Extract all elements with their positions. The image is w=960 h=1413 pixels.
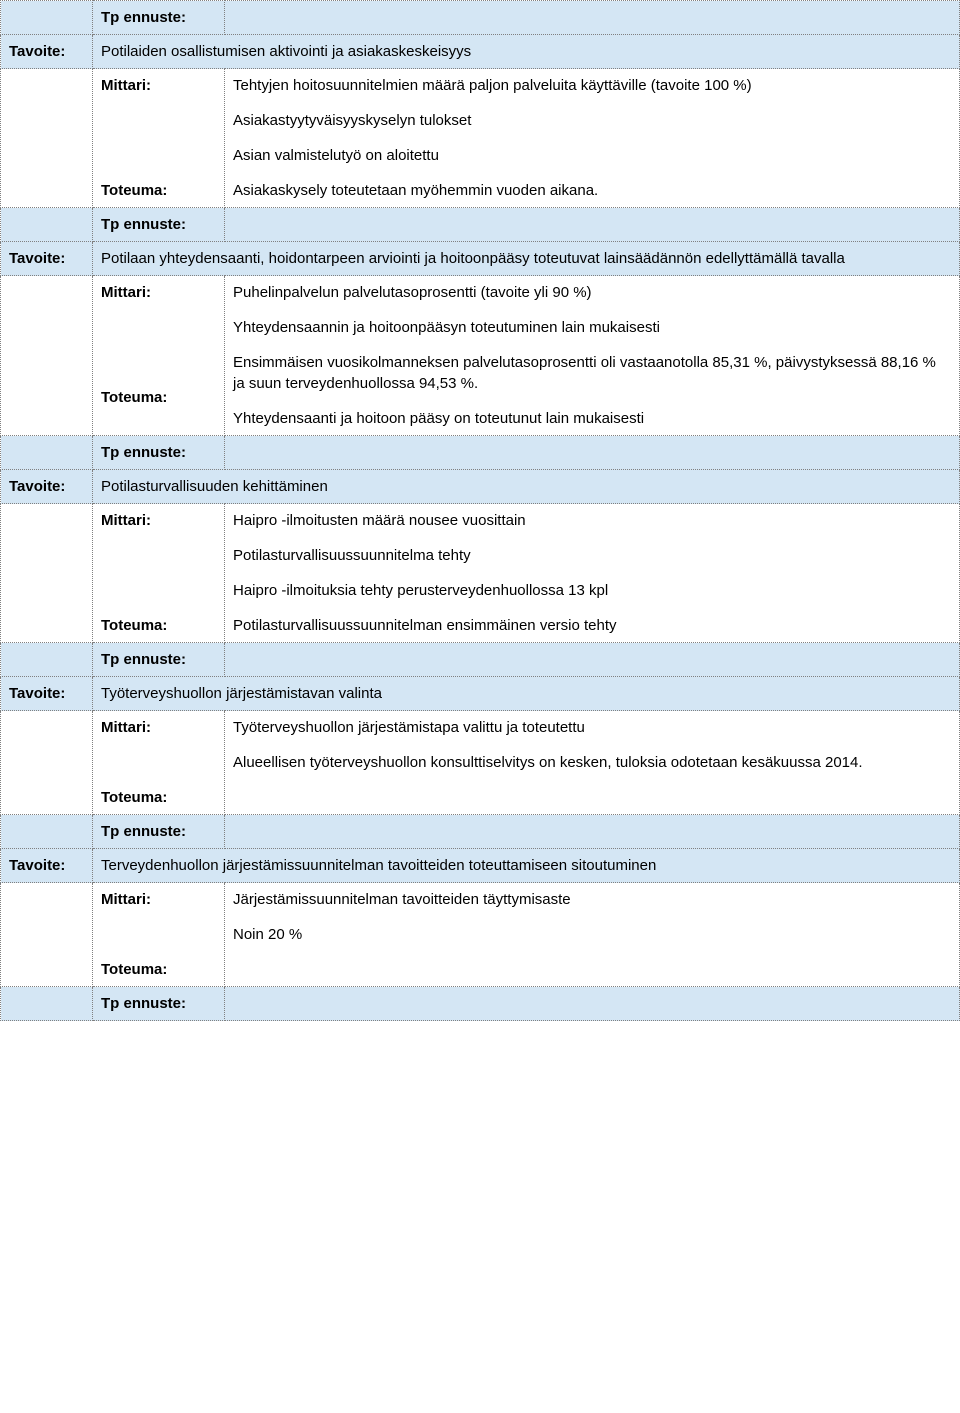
tavoite-row: Tavoite:Työterveyshuollon järjestämistav… <box>1 677 960 711</box>
detail-labels: Mittari: Toteuma: <box>93 883 225 987</box>
detail-row: Mittari: Toteuma: Tehtyjen hoitosuunnitel… <box>1 69 960 208</box>
tp-ennuste-value <box>225 1 960 35</box>
toteuma-text: Asiakaskysely toteutetaan myöhemmin vuod… <box>233 180 951 201</box>
empty-cell <box>1 987 93 1021</box>
empty-cell <box>1 643 93 677</box>
mittari-text: Järjestämissuunnitelman tavoitteiden täy… <box>233 889 951 910</box>
empty-cell <box>1 436 93 470</box>
tp-ennuste-value <box>225 208 960 242</box>
empty-cell <box>1 711 93 815</box>
empty-cell <box>1 815 93 849</box>
toteuma-label: Toteuma: <box>101 615 216 636</box>
toteuma-label: Toteuma: <box>101 387 216 408</box>
tp-ennuste-value <box>225 643 960 677</box>
detail-labels: Mittari: Toteuma: <box>93 276 225 436</box>
toteuma-text: Alueellisen työterveyshuollon konsulttis… <box>233 752 951 773</box>
tp-ennuste-row: Tp ennuste: <box>1 643 960 677</box>
spacer <box>101 580 216 601</box>
tavoite-label: Tavoite: <box>1 35 93 69</box>
mittari-label: Mittari: <box>101 889 216 910</box>
tp-ennuste-label: Tp ennuste: <box>93 815 225 849</box>
mittari-text: Tehtyjen hoitosuunnitelmien määrä paljon… <box>233 75 951 96</box>
mittari-text: Asiakastyytyväisyyskyselyn tulokset <box>233 110 951 131</box>
toteuma-label: Toteuma: <box>101 180 216 201</box>
empty-cell <box>1 883 93 987</box>
empty-cell <box>1 69 93 208</box>
detail-labels: Mittari: Toteuma: <box>93 711 225 815</box>
tp-ennuste-label: Tp ennuste: <box>93 436 225 470</box>
detail-content: Työterveyshuollon järjestämistapa valitt… <box>225 711 960 815</box>
spacer <box>101 145 216 166</box>
mittari-label: Mittari: <box>101 717 216 738</box>
spacer <box>101 317 216 338</box>
tp-ennuste-row: Tp ennuste: <box>1 436 960 470</box>
tavoite-label: Tavoite: <box>1 677 93 711</box>
detail-content: Puhelinpalvelun palvelutasoprosentti (ta… <box>225 276 960 436</box>
tavoite-label: Tavoite: <box>1 242 93 276</box>
mittari-text: Haipro -ilmoitusten määrä nousee vuositt… <box>233 510 951 531</box>
toteuma-text: Ensimmäisen vuosikolmanneksen palvelutas… <box>233 352 951 394</box>
tp-ennuste-label: Tp ennuste: <box>93 643 225 677</box>
empty-cell <box>1 1 93 35</box>
mittari-text: Potilasturvallisuussuunnitelma tehty <box>233 545 951 566</box>
toteuma-label: Toteuma: <box>101 787 216 808</box>
tp-ennuste-value <box>225 436 960 470</box>
empty-cell <box>1 504 93 643</box>
tavoite-text: Potilaiden osallistumisen aktivointi ja … <box>93 35 960 69</box>
empty-cell <box>1 276 93 436</box>
tavoite-text: Terveydenhuollon järjestämissuunnitelman… <box>93 849 960 883</box>
tavoite-text: Työterveyshuollon järjestämistavan valin… <box>93 677 960 711</box>
mittari-text: Yhteydensaannin ja hoitoonpääsyn toteutu… <box>233 317 951 338</box>
toteuma-text: Noin 20 % <box>233 924 951 945</box>
empty-cell <box>1 208 93 242</box>
toteuma-label: Toteuma: <box>101 959 216 980</box>
detail-row: Mittari: Toteuma: Puhelinpalvelun palvelu… <box>1 276 960 436</box>
toteuma-text: Haipro -ilmoituksia tehty perusterveyden… <box>233 580 951 601</box>
tp-ennuste-row: Tp ennuste: <box>1 1 960 35</box>
toteuma-text: Yhteydensaanti ja hoitoon pääsy on toteu… <box>233 408 951 429</box>
toteuma-text: Potilasturvallisuussuunnitelman ensimmäi… <box>233 615 951 636</box>
tavoite-text: Potilasturvallisuuden kehittäminen <box>93 470 960 504</box>
tavoite-row: Tavoite:Potilasturvallisuuden kehittämin… <box>1 470 960 504</box>
tp-ennuste-label: Tp ennuste: <box>93 1 225 35</box>
tp-ennuste-row: Tp ennuste: <box>1 208 960 242</box>
tavoite-row: Tavoite:Potilaan yhteydensaanti, hoidont… <box>1 242 960 276</box>
spacer <box>101 110 216 131</box>
detail-row: Mittari: Toteuma: Järjestämissuunnitelman… <box>1 883 960 987</box>
detail-content: Tehtyjen hoitosuunnitelmien määrä paljon… <box>225 69 960 208</box>
detail-labels: Mittari: Toteuma: <box>93 504 225 643</box>
tp-ennuste-row: Tp ennuste: <box>1 815 960 849</box>
tavoite-text: Potilaan yhteydensaanti, hoidontarpeen a… <box>93 242 960 276</box>
mittari-text: Työterveyshuollon järjestämistapa valitt… <box>233 717 951 738</box>
tp-ennuste-label: Tp ennuste: <box>93 987 225 1021</box>
tp-ennuste-row: Tp ennuste: <box>1 987 960 1021</box>
mittari-label: Mittari: <box>101 510 216 531</box>
detail-labels: Mittari: Toteuma: <box>93 69 225 208</box>
goals-table: Tp ennuste:Tavoite:Potilaiden osallistum… <box>0 0 960 1021</box>
tavoite-row: Tavoite:Potilaiden osallistumisen aktivo… <box>1 35 960 69</box>
spacer <box>101 924 216 945</box>
detail-content: Järjestämissuunnitelman tavoitteiden täy… <box>225 883 960 987</box>
mittari-label: Mittari: <box>101 75 216 96</box>
spacer <box>101 352 216 373</box>
mittari-text: Puhelinpalvelun palvelutasoprosentti (ta… <box>233 282 951 303</box>
spacer <box>101 545 216 566</box>
tavoite-row: Tavoite:Terveydenhuollon järjestämissuun… <box>1 849 960 883</box>
tavoite-label: Tavoite: <box>1 470 93 504</box>
spacer <box>101 752 216 773</box>
detail-row: Mittari: Toteuma: Haipro -ilmoitusten mää… <box>1 504 960 643</box>
detail-content: Haipro -ilmoitusten määrä nousee vuositt… <box>225 504 960 643</box>
tavoite-label: Tavoite: <box>1 849 93 883</box>
tp-ennuste-value <box>225 987 960 1021</box>
tp-ennuste-value <box>225 815 960 849</box>
detail-row: Mittari: Toteuma: Työterveyshuollon järje… <box>1 711 960 815</box>
mittari-label: Mittari: <box>101 282 216 303</box>
tp-ennuste-label: Tp ennuste: <box>93 208 225 242</box>
toteuma-text: Asian valmistelutyö on aloitettu <box>233 145 951 166</box>
